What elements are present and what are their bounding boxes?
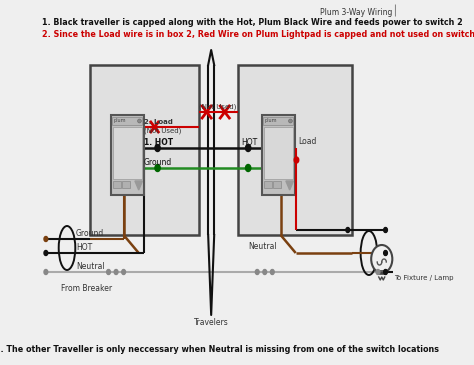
Circle shape	[122, 269, 126, 274]
Circle shape	[383, 227, 387, 233]
Text: Travelers: Travelers	[194, 318, 228, 327]
Text: 2. Load: 2. Load	[144, 119, 173, 125]
Text: 1. Black traveller is capped along with the Hot, Plum Black Wire and feeds power: 1. Black traveller is capped along with …	[42, 18, 463, 27]
Bar	[262, 115, 295, 195]
Text: HOT: HOT	[76, 243, 92, 252]
Circle shape	[107, 269, 110, 274]
Bar	[112, 117, 143, 125]
Text: plum: plum	[113, 118, 126, 123]
Text: Neutral: Neutral	[76, 262, 105, 271]
Bar	[238, 65, 352, 235]
Circle shape	[376, 269, 380, 274]
Circle shape	[383, 250, 387, 255]
Text: Load: Load	[298, 137, 316, 146]
Polygon shape	[135, 181, 143, 190]
Bar	[273, 181, 281, 188]
Bar	[113, 127, 142, 179]
Text: (Not Used): (Not Used)	[199, 104, 236, 110]
Text: plum: plum	[264, 118, 276, 123]
Text: Ground: Ground	[144, 158, 172, 167]
Bar	[264, 181, 272, 188]
Circle shape	[271, 269, 274, 274]
Text: To Fixture / Lamp: To Fixture / Lamp	[394, 275, 453, 281]
Circle shape	[346, 227, 350, 233]
Text: 1. HOT: 1. HOT	[144, 138, 173, 147]
Circle shape	[44, 237, 48, 242]
Text: HOT: HOT	[242, 138, 258, 147]
Circle shape	[44, 250, 48, 255]
Bar	[90, 65, 199, 235]
Bar	[113, 181, 120, 188]
Ellipse shape	[289, 119, 292, 123]
Bar	[263, 117, 293, 125]
Circle shape	[155, 145, 160, 151]
Polygon shape	[286, 181, 293, 190]
Text: From Breaker: From Breaker	[61, 284, 112, 293]
Circle shape	[246, 165, 251, 172]
Text: 3. The other Traveller is only neccessary when Neutral is missing from one of th: 3. The other Traveller is only neccessar…	[0, 345, 439, 354]
Text: Ground: Ground	[76, 229, 104, 238]
Text: 2. Since the Load wire is in box 2, Red Wire on Plum Lightpad is capped and not : 2. Since the Load wire is in box 2, Red …	[42, 30, 474, 39]
Bar	[264, 127, 292, 179]
Circle shape	[255, 269, 259, 274]
Circle shape	[155, 165, 160, 172]
Text: Neutral: Neutral	[248, 242, 277, 251]
Circle shape	[246, 145, 251, 151]
Circle shape	[383, 269, 387, 274]
Bar	[111, 115, 144, 195]
Circle shape	[371, 245, 392, 273]
Circle shape	[263, 269, 267, 274]
Bar	[122, 181, 130, 188]
Circle shape	[294, 157, 299, 163]
Circle shape	[44, 269, 48, 274]
Circle shape	[114, 269, 118, 274]
Text: (Not Used): (Not Used)	[144, 128, 182, 134]
Ellipse shape	[137, 119, 141, 123]
Text: Plum 3-Way Wiring: Plum 3-Way Wiring	[320, 8, 392, 17]
